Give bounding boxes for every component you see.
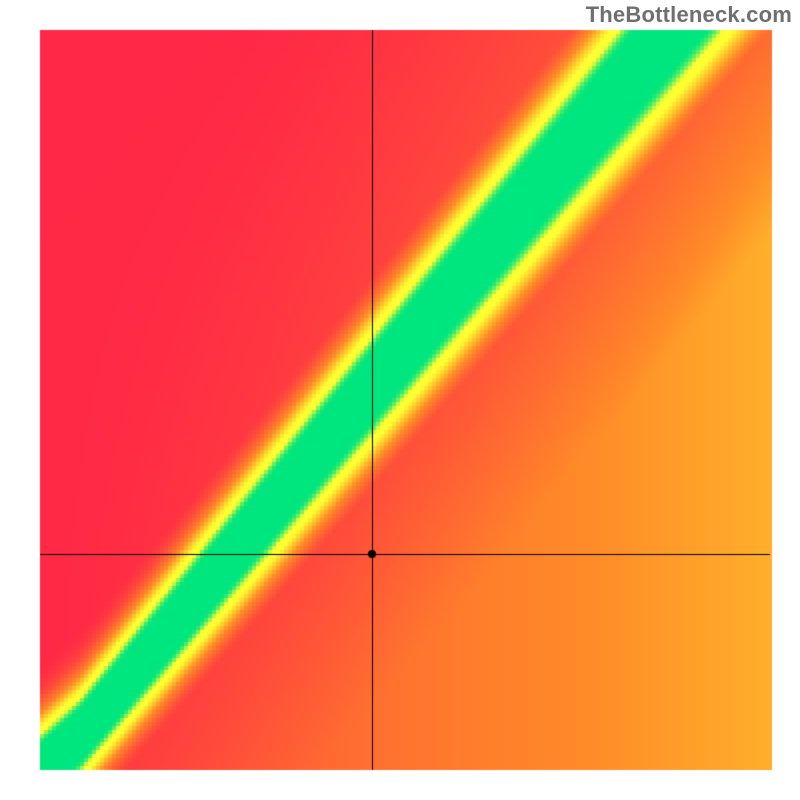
chart-container: TheBottleneck.com xyxy=(0,0,800,800)
watermark-text: TheBottleneck.com xyxy=(586,2,792,28)
heatmap-canvas xyxy=(0,0,800,800)
